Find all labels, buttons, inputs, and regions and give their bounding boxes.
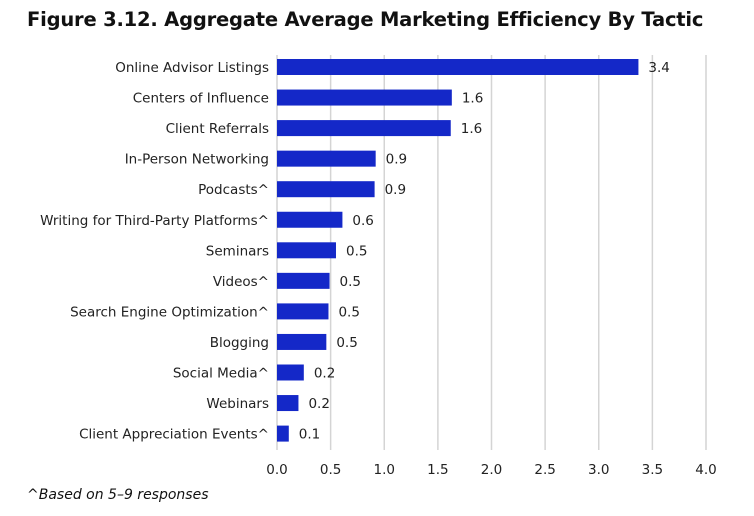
x-tick-label: 4.0	[695, 462, 716, 478]
category-label: Centers of Influence	[133, 91, 269, 107]
data-label: 1.6	[461, 121, 482, 137]
category-label: Webinars	[206, 396, 269, 412]
bar	[277, 333, 327, 350]
bar	[277, 395, 299, 412]
bar	[277, 242, 336, 259]
x-tick-label: 2.5	[534, 462, 555, 478]
category-label: Search Engine Optimization^	[70, 304, 269, 320]
bar	[277, 272, 330, 289]
x-tick-label: 2.0	[481, 462, 502, 478]
x-tick-label: 1.5	[427, 462, 448, 478]
bar	[277, 181, 375, 198]
x-tick-label: 3.0	[588, 462, 609, 478]
data-label: 0.5	[340, 274, 361, 290]
category-label: Online Advisor Listings	[115, 60, 269, 76]
bar	[277, 364, 304, 381]
bar	[277, 211, 343, 228]
data-label: 0.2	[314, 366, 335, 382]
data-label: 0.9	[386, 152, 407, 168]
category-label: Blogging	[210, 335, 269, 351]
x-tick-label: 0.0	[266, 462, 287, 478]
category-label: In-Person Networking	[125, 152, 269, 168]
category-label: Writing for Third-Party Platforms^	[40, 213, 269, 229]
bar	[277, 89, 452, 106]
data-label: 1.6	[462, 91, 483, 107]
bar	[277, 303, 329, 320]
category-label: Social Media^	[173, 366, 269, 382]
data-label: 0.6	[352, 213, 373, 229]
bar	[277, 425, 289, 442]
category-label: Videos^	[213, 274, 269, 290]
category-label: Seminars	[206, 243, 269, 259]
bar	[277, 120, 451, 137]
bar	[277, 59, 639, 75]
category-label: Client Appreciation Events^	[79, 427, 269, 443]
data-label: 3.4	[648, 60, 669, 76]
x-tick-label: 3.5	[642, 462, 663, 478]
data-label: 0.2	[308, 396, 329, 412]
data-label: 0.5	[336, 335, 357, 351]
data-label: 0.9	[385, 182, 406, 198]
category-label: Podcasts^	[198, 182, 269, 198]
footnote: ^Based on 5–9 responses	[27, 487, 209, 503]
bar	[277, 150, 376, 167]
x-tick-label: 0.5	[320, 462, 341, 478]
chart-title: Figure 3.12. Aggregate Average Marketing…	[27, 8, 704, 31]
data-label: 0.5	[338, 304, 359, 320]
data-label: 0.5	[346, 243, 367, 259]
category-label: Client Referrals	[166, 121, 269, 137]
x-tick-label: 1.0	[374, 462, 395, 478]
data-label: 0.1	[299, 427, 320, 443]
